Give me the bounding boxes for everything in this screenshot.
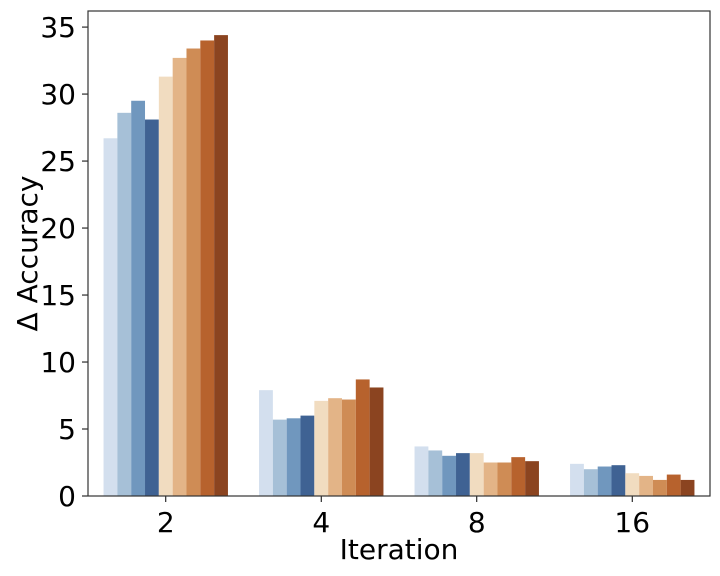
- bar-4-series-9: [369, 387, 384, 496]
- bar-4-series-7: [341, 399, 356, 496]
- y-tick-label: 0: [58, 480, 76, 513]
- bar-4-series-8: [355, 379, 370, 496]
- bar-2-series-7: [186, 48, 201, 496]
- bar-4-series-2: [272, 419, 287, 496]
- y-axis-ticks: 0 5 10 15 20 25 30 35: [40, 11, 88, 513]
- bar-8-series-2: [428, 450, 443, 496]
- bar-16-series-9: [680, 479, 695, 496]
- x-axis-ticks: 2 4 8 16: [157, 496, 650, 539]
- x-tick-label: 2: [157, 506, 175, 539]
- bar-16-series-3: [597, 466, 612, 496]
- bar-8-series-6: [483, 462, 498, 496]
- bars-group: [103, 35, 695, 497]
- bar-2-series-4: [145, 119, 159, 497]
- bar-8-series-7: [497, 462, 512, 496]
- x-tick-label: 16: [614, 506, 650, 539]
- y-tick-label: 25: [40, 145, 76, 178]
- bar-4-series-1: [259, 390, 273, 496]
- bar-8-series-5: [469, 453, 484, 496]
- bar-16-series-7: [652, 479, 667, 496]
- y-tick-label: 15: [40, 279, 76, 312]
- x-tick-label: 8: [468, 506, 486, 539]
- bar-2-series-3: [131, 100, 146, 496]
- bar-2-series-9: [214, 35, 228, 496]
- bar-8-series-1: [414, 446, 429, 496]
- y-axis-label: Δ Accuracy: [11, 176, 44, 332]
- bar-2-series-5: [158, 76, 173, 496]
- bar-16-series-8: [666, 474, 681, 496]
- y-tick-label: 20: [40, 212, 76, 245]
- y-tick-label: 5: [58, 413, 76, 446]
- bar-8-series-8: [511, 457, 526, 496]
- bar-16-series-2: [583, 469, 598, 496]
- bar-8-series-3: [442, 455, 457, 496]
- bar-2-series-2: [117, 112, 132, 496]
- bar-8-series-9: [525, 461, 539, 496]
- bar-4-series-4: [300, 415, 315, 496]
- bar-8-series-4: [456, 453, 470, 496]
- bar-16-series-6: [639, 475, 653, 496]
- y-tick-label: 10: [40, 346, 76, 379]
- bar-4-series-5: [314, 400, 329, 496]
- plot-frame: [87, 10, 711, 497]
- bar-2-series-6: [172, 57, 187, 496]
- y-tick-label: 35: [40, 11, 76, 44]
- bar-16-series-5: [625, 473, 640, 496]
- bar-16-series-1: [570, 463, 584, 496]
- bar-4-series-6: [328, 398, 342, 496]
- bar-4-series-3: [286, 418, 301, 496]
- x-tick-label: 4: [312, 506, 330, 539]
- bar-2-series-1: [103, 138, 118, 497]
- bar-16-series-4: [611, 465, 626, 496]
- bar-2-series-8: [200, 40, 215, 497]
- y-tick-label: 30: [40, 78, 76, 111]
- x-axis-label: Iteration: [340, 533, 459, 566]
